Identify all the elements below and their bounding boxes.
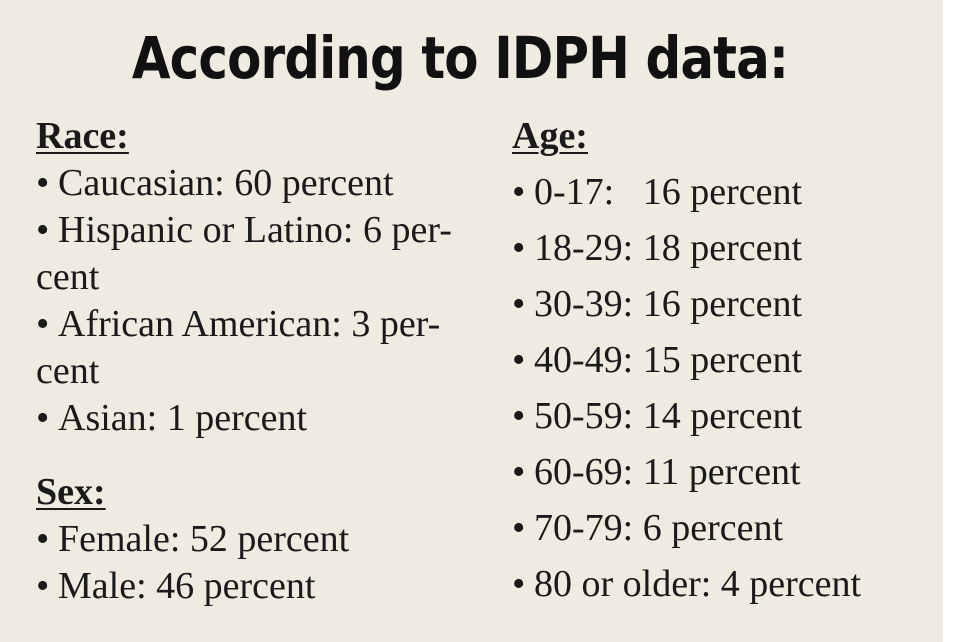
- age-item: • 18-29: 18 percent: [512, 220, 932, 276]
- infographic-panel: According to IDPH data: Race: • Caucasian…: [0, 0, 943, 642]
- age-item: • 70-79: 6 percent: [512, 500, 932, 556]
- bullet-icon: •: [36, 397, 50, 439]
- race-item-african-american-continued: cent: [36, 350, 100, 392]
- age-heading: Age:: [512, 115, 588, 157]
- bullet-icon: •: [36, 565, 50, 607]
- bullet-icon: •: [36, 162, 50, 204]
- age-item-text: 50-59: 14 percent: [534, 395, 803, 437]
- race-item-hispanic-continued: cent: [36, 256, 100, 298]
- age-item: • 80 or older: 4 percent: [512, 556, 932, 612]
- race-item-text: Asian: 1 percent: [58, 397, 308, 439]
- race-item-african-american: • African American: 3 per-: [36, 301, 486, 348]
- right-column: Age: • 0-17: 16 percent • 18-29: 18 percen…: [512, 112, 932, 612]
- age-item-text: 30-39: 16 percent: [534, 283, 803, 325]
- bullet-icon: •: [512, 227, 526, 269]
- left-column: Race: • Caucasian: 60 percent • Hispanic o…: [36, 112, 486, 610]
- bullet-icon: •: [512, 451, 526, 493]
- sex-item-text: Male: 46 percent: [58, 565, 316, 607]
- bullet-icon: •: [512, 395, 526, 437]
- bullet-icon: •: [512, 283, 526, 325]
- age-item-text: 18-29: 18 percent: [534, 227, 803, 269]
- bullet-icon: •: [512, 171, 526, 213]
- page-title: According to IDPH data:: [131, 24, 789, 92]
- age-item-text: 80 or older: 4 percent: [534, 563, 862, 605]
- race-item-text: Caucasian: 60 percent: [58, 162, 394, 204]
- sex-item-text: Female: 52 percent: [58, 518, 350, 560]
- race-item-text: Hispanic or Latino: 6 per-: [58, 209, 452, 251]
- age-list: • 0-17: 16 percent • 18-29: 18 percent • 30…: [512, 164, 932, 612]
- bullet-icon: •: [36, 518, 50, 560]
- age-item-text: 70-79: 6 percent: [534, 507, 784, 549]
- age-item: • 0-17: 16 percent: [512, 164, 932, 220]
- age-item: • 30-39: 16 percent: [512, 276, 932, 332]
- bullet-icon: •: [512, 507, 526, 549]
- age-item: • 50-59: 14 percent: [512, 388, 932, 444]
- sex-item-male: • Male: 46 percent: [36, 563, 486, 610]
- age-item-text: 40-49: 15 percent: [534, 339, 803, 381]
- sex-heading: Sex:: [36, 471, 106, 513]
- sex-item-female: • Female: 52 percent: [36, 516, 486, 563]
- race-heading: Race:: [36, 115, 129, 157]
- age-item-text: 0-17: 16 percent: [534, 171, 803, 213]
- bullet-icon: •: [36, 303, 50, 345]
- race-item-caucasian: • Caucasian: 60 percent: [36, 160, 486, 207]
- race-item-text: African American: 3 per-: [58, 303, 441, 345]
- bullet-icon: •: [512, 563, 526, 605]
- race-item-hispanic: • Hispanic or Latino: 6 per-: [36, 207, 486, 254]
- bullet-icon: •: [36, 209, 50, 251]
- age-item: • 40-49: 15 percent: [512, 332, 932, 388]
- age-item: • 60-69: 11 percent: [512, 444, 932, 500]
- bullet-icon: •: [512, 339, 526, 381]
- race-item-asian: • Asian: 1 percent: [36, 395, 486, 442]
- age-item-text: 60-69: 11 percent: [534, 451, 801, 493]
